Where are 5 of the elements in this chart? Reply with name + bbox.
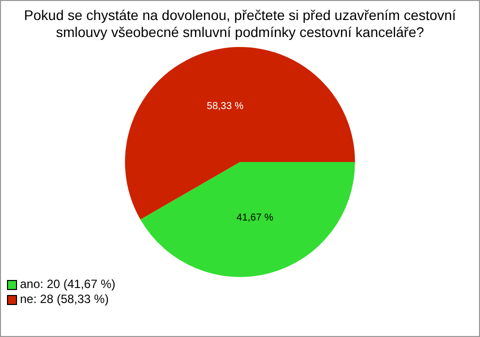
data-label: 41,67 % <box>236 212 274 224</box>
data-label: 58,33 % <box>206 101 244 112</box>
legend-label: ano: 20 (41,67 %) <box>20 277 116 292</box>
legend-label: ne: 28 (58,33 %) <box>20 292 109 307</box>
chart-title: Pokud se chystáte na dovolenou, přečtete si před uzavřením cestovní smlouvy všeobecné smluvní podmínky cestovní kanceláře? <box>23 6 457 41</box>
